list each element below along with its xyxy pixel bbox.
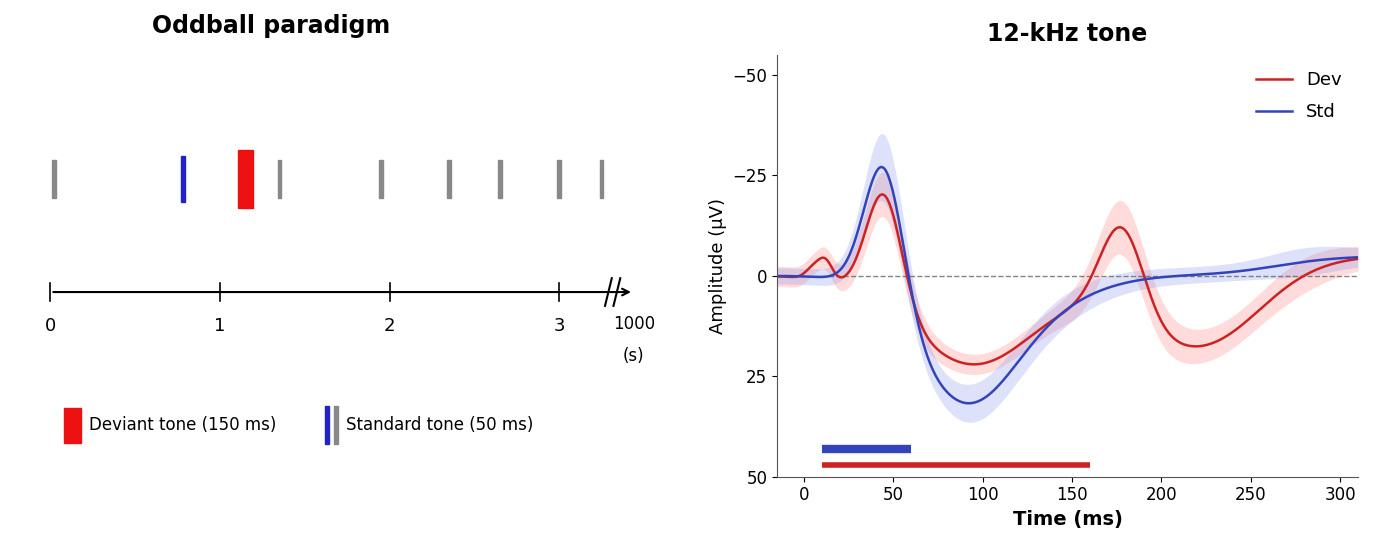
Bar bbox=[277, 160, 281, 198]
Text: Oddball paradigm: Oddball paradigm bbox=[151, 14, 389, 38]
Dev bbox=[1159, 327, 1176, 334]
Line: Std: Std bbox=[777, 167, 1358, 403]
Dev bbox=[966, 361, 983, 368]
Line: Dev: Dev bbox=[777, 195, 1358, 364]
Bar bbox=[52, 160, 56, 198]
X-axis label: Time (ms): Time (ms) bbox=[1012, 510, 1123, 529]
Std bbox=[874, 164, 890, 170]
Bar bbox=[599, 160, 603, 198]
Std bbox=[1159, 273, 1176, 280]
Dev bbox=[874, 191, 890, 198]
Bar bbox=[498, 160, 501, 198]
Dev bbox=[871, 192, 888, 199]
Std bbox=[1350, 254, 1366, 260]
Dev bbox=[1350, 255, 1366, 262]
Bar bbox=[447, 160, 451, 198]
Text: Standard tone (50 ms): Standard tone (50 ms) bbox=[346, 416, 533, 435]
Text: Deviant tone (150 ms): Deviant tone (150 ms) bbox=[90, 416, 277, 435]
Text: 0: 0 bbox=[45, 317, 56, 335]
Bar bbox=[333, 407, 337, 444]
Std bbox=[918, 353, 935, 359]
Bar bbox=[379, 160, 384, 198]
Dev bbox=[1208, 338, 1225, 345]
Text: 1000: 1000 bbox=[613, 315, 655, 333]
Std bbox=[871, 164, 888, 171]
Text: 2: 2 bbox=[384, 317, 395, 335]
Std bbox=[1113, 281, 1130, 287]
Std bbox=[1208, 270, 1225, 277]
Title: 12-kHz tone: 12-kHz tone bbox=[987, 22, 1148, 46]
Legend: Dev, Std: Dev, Std bbox=[1249, 64, 1350, 129]
Y-axis label: Amplitude (μV): Amplitude (μV) bbox=[708, 198, 727, 334]
Bar bbox=[325, 407, 329, 444]
Text: 3: 3 bbox=[553, 317, 566, 335]
Text: 1: 1 bbox=[214, 317, 225, 335]
Dev bbox=[918, 334, 935, 340]
Text: (s): (s) bbox=[623, 347, 644, 366]
Dev bbox=[1113, 224, 1130, 231]
Dev bbox=[1033, 324, 1050, 331]
Std bbox=[769, 273, 785, 279]
Bar bbox=[238, 150, 253, 208]
Bar bbox=[181, 156, 185, 202]
Std bbox=[960, 400, 977, 407]
Dev bbox=[769, 273, 785, 279]
Bar bbox=[64, 408, 81, 443]
Bar bbox=[557, 160, 561, 198]
Std bbox=[1033, 329, 1050, 336]
